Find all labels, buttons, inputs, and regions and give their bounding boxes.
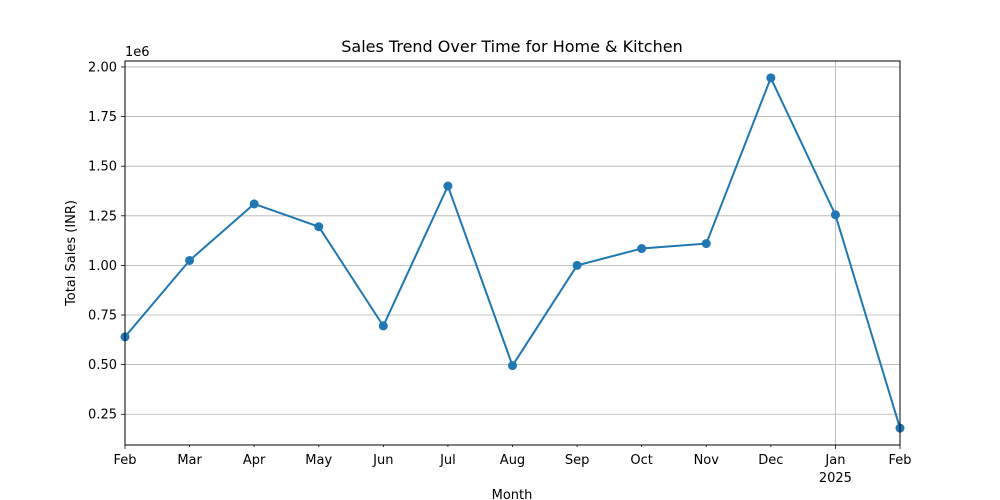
y-tick-label: 1.50 bbox=[88, 160, 117, 175]
x-tick-label: Jul bbox=[439, 453, 456, 468]
series-line bbox=[124, 75, 901, 429]
y-axis-offset-label: 1e6 bbox=[125, 45, 150, 60]
chart-title: Sales Trend Over Time for Home & Kitchen bbox=[341, 37, 682, 56]
y-tick-label: 1.75 bbox=[88, 110, 117, 125]
data-point bbox=[378, 321, 388, 331]
data-point bbox=[508, 361, 517, 371]
data-point bbox=[701, 239, 711, 249]
y-tick-label: 0.25 bbox=[88, 408, 117, 423]
x-tick-label: Dec bbox=[758, 453, 783, 468]
data-point bbox=[830, 210, 840, 220]
x-tick-label: Sep bbox=[565, 453, 590, 468]
x-tick-label: Apr bbox=[243, 453, 266, 468]
plot-frame bbox=[124, 60, 901, 446]
x-tick-label: Nov bbox=[694, 453, 720, 468]
data-point bbox=[249, 199, 259, 209]
series-layer bbox=[120, 73, 905, 433]
x-tick-label: Mar bbox=[177, 453, 202, 468]
x-tick-label: Feb bbox=[888, 453, 911, 468]
data-point bbox=[185, 255, 195, 265]
data-point bbox=[572, 260, 582, 270]
y-tick-label: 0.50 bbox=[88, 358, 117, 373]
grid-lines bbox=[125, 61, 900, 445]
x-tick-label: Oct bbox=[630, 453, 652, 468]
y-tick-label: 1.00 bbox=[88, 259, 117, 274]
y-tick-label: 0.75 bbox=[88, 309, 117, 324]
x-tick-label: Jan bbox=[824, 453, 845, 468]
y-tick-label: 1.25 bbox=[88, 209, 117, 224]
axis-ticks: 0.25 0.50 0.75 1.00 1.25 1.50 1.75 2.00 Feb Mar Ap… bbox=[88, 60, 911, 486]
data-point bbox=[766, 73, 776, 83]
data-point bbox=[637, 244, 647, 254]
data-point bbox=[443, 181, 453, 191]
x-year-label: 2025 bbox=[819, 471, 852, 486]
x-tick-label: Feb bbox=[113, 453, 136, 468]
x-axis-label: Month bbox=[492, 488, 533, 500]
x-tick-label: May bbox=[305, 453, 332, 468]
x-tick-label: Jun bbox=[372, 453, 393, 468]
y-axis-label: Total Sales (INR) bbox=[64, 200, 79, 307]
y-tick-label: 2.00 bbox=[88, 60, 117, 75]
data-point bbox=[314, 222, 324, 232]
x-tick-label: Aug bbox=[500, 453, 525, 468]
